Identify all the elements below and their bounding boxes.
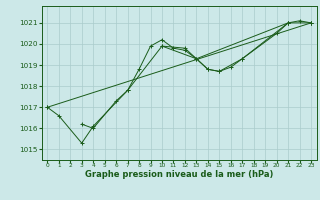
- X-axis label: Graphe pression niveau de la mer (hPa): Graphe pression niveau de la mer (hPa): [85, 170, 273, 179]
